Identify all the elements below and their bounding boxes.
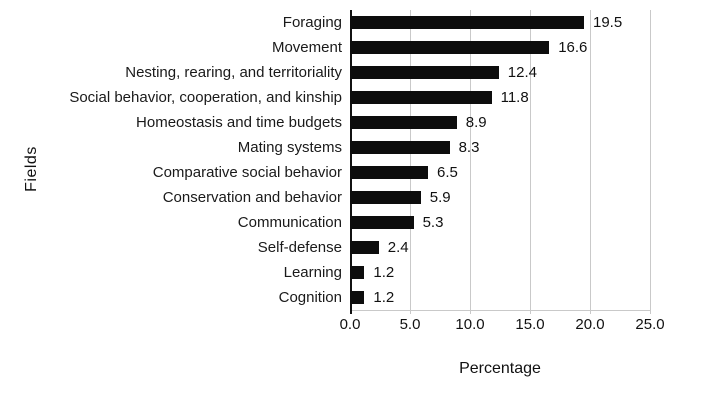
bar bbox=[350, 41, 550, 54]
bar-row: Cognition 1.2 bbox=[30, 285, 670, 310]
value-label: 5.3 bbox=[422, 214, 444, 231]
category-label: Mating systems bbox=[237, 139, 342, 156]
value-label: 2.4 bbox=[387, 239, 409, 256]
value-label: 5.9 bbox=[429, 189, 451, 206]
value-label: 12.4 bbox=[507, 64, 537, 81]
bar-track: 12.4 bbox=[350, 60, 650, 85]
bar bbox=[350, 141, 450, 154]
category-label: Conservation and behavior bbox=[162, 189, 342, 206]
bar bbox=[350, 216, 414, 229]
gridline bbox=[590, 10, 591, 314]
bar-track: 16.6 bbox=[350, 35, 650, 60]
bar bbox=[350, 66, 499, 79]
bar bbox=[350, 241, 379, 254]
value-label: 1.2 bbox=[373, 264, 395, 281]
x-tick-label: 20.0 bbox=[575, 316, 605, 333]
plot-area: Foraging 19.5 Movement 16.6 Nesting, rearing… bbox=[30, 10, 670, 314]
category-label: Communication bbox=[237, 214, 342, 231]
bar bbox=[350, 116, 457, 129]
gridline bbox=[650, 10, 651, 314]
bar-track: 1.2 bbox=[350, 285, 650, 310]
value-label: 8.3 bbox=[458, 139, 480, 156]
value-label: 8.9 bbox=[465, 114, 487, 131]
gridline bbox=[470, 10, 471, 314]
category-label: Cognition bbox=[278, 289, 342, 306]
category-label: Homeostasis and time budgets bbox=[136, 114, 342, 131]
category-label: Social behavior, cooperation, and kinshi… bbox=[69, 89, 342, 106]
category-label: Nesting, rearing, and territoriality bbox=[125, 64, 342, 81]
bar-row: Nesting, rearing, and territoriality 12.4 bbox=[30, 60, 670, 85]
bar-row: Mating systems 8.3 bbox=[30, 135, 670, 160]
category-label: Self-defense bbox=[257, 239, 342, 256]
x-axis-title: Percentage bbox=[459, 360, 541, 377]
category-label: Comparative social behavior bbox=[152, 164, 342, 181]
bar-row: Conservation and behavior 5.9 bbox=[30, 185, 670, 210]
bar bbox=[350, 16, 584, 29]
bar bbox=[350, 266, 365, 279]
x-tick-label: 10.0 bbox=[455, 316, 485, 333]
x-tick-label: 0.0 bbox=[339, 316, 361, 333]
bar-row: Homeostasis and time budgets 8.9 bbox=[30, 110, 670, 135]
value-label: 6.5 bbox=[437, 164, 458, 181]
bar-row: Communication 5.3 bbox=[30, 210, 670, 235]
bar-track: 5.3 bbox=[350, 210, 650, 235]
bar-track: 5.9 bbox=[350, 185, 650, 210]
bar bbox=[350, 291, 365, 304]
x-tick-label: 5.0 bbox=[399, 316, 421, 333]
bar-row: Social behavior, cooperation, and kinshi… bbox=[30, 85, 670, 110]
bar bbox=[350, 166, 428, 179]
bar-row: Comparative social behavior 6.5 bbox=[30, 160, 670, 185]
gridline bbox=[410, 10, 411, 314]
bar-track: 8.9 bbox=[350, 110, 650, 135]
value-label: 1.2 bbox=[373, 289, 395, 306]
x-tick-label: 25.0 bbox=[635, 316, 665, 333]
x-axis-ticks: 0.0 5.0 10.0 15.0 20.0 25.0 bbox=[340, 316, 665, 334]
value-label: 19.5 bbox=[593, 14, 623, 31]
bar-track: 8.3 bbox=[350, 135, 650, 160]
value-label: 16.6 bbox=[558, 39, 588, 56]
bar-track: 19.5 bbox=[350, 10, 650, 35]
bar-row: Foraging 19.5 bbox=[30, 10, 670, 35]
x-tick-label: 15.0 bbox=[515, 316, 545, 333]
bar-row: Self-defense 2.4 bbox=[30, 235, 670, 260]
bar bbox=[350, 91, 492, 104]
category-label: Learning bbox=[283, 264, 342, 281]
value-label: 11.8 bbox=[500, 89, 529, 106]
bar-row: Learning 1.2 bbox=[30, 260, 670, 285]
bar-track: 2.4 bbox=[350, 235, 650, 260]
gridline bbox=[530, 10, 531, 314]
category-label: Movement bbox=[271, 39, 342, 56]
gridlines bbox=[350, 10, 651, 314]
bar bbox=[350, 191, 421, 204]
bar-track: 1.2 bbox=[350, 260, 650, 285]
category-label: Foraging bbox=[282, 14, 342, 31]
y-axis-line bbox=[350, 10, 352, 314]
bar-track: 6.5 bbox=[350, 160, 650, 185]
bar-track: 11.8 bbox=[350, 85, 650, 110]
bar-row: Movement 16.6 bbox=[30, 35, 670, 60]
